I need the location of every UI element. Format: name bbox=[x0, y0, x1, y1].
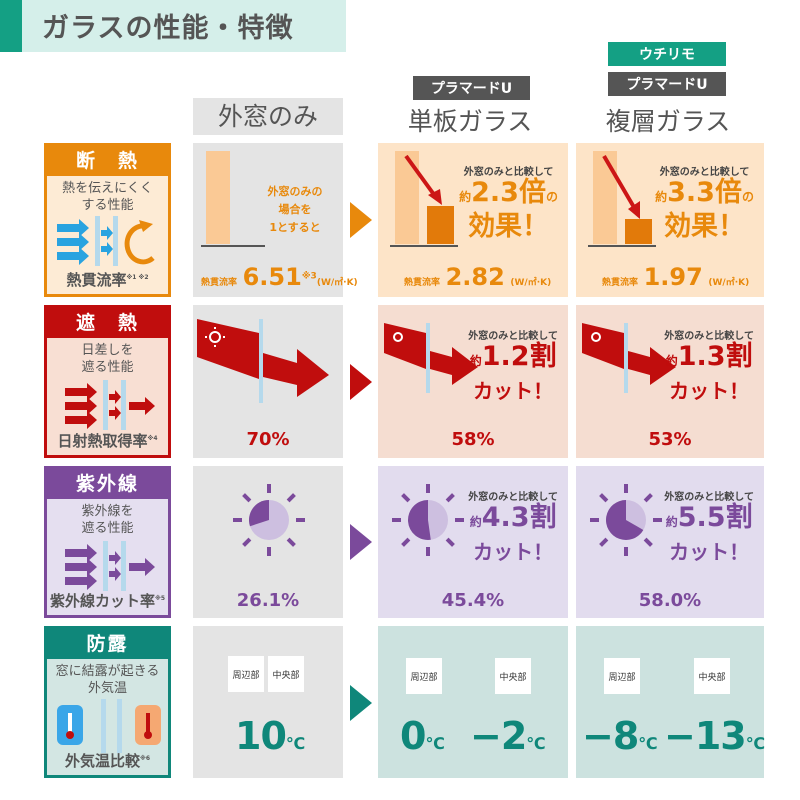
sun-ray bbox=[599, 493, 609, 503]
comparison-text: 外窓のみと比較して 約2.3倍の 効果！ bbox=[459, 167, 558, 242]
edge-label: 周辺部 bbox=[228, 656, 264, 692]
center-temperature: −13℃ bbox=[664, 714, 765, 758]
tag-uchirimo: ウチリモ bbox=[608, 42, 726, 66]
label-header: 断 熱 bbox=[47, 146, 168, 176]
sun-ray bbox=[643, 537, 653, 547]
sunlight-arrow-icon bbox=[582, 323, 676, 393]
uv-cut-value: 45.4% bbox=[441, 590, 505, 611]
red-arrows-icon bbox=[65, 380, 155, 430]
comparison-text: 外窓のみと比較して 約3.3倍の 効果！ bbox=[655, 167, 754, 242]
center-label: 中央部 bbox=[694, 658, 730, 694]
edge-temperature: 0℃ bbox=[400, 714, 445, 758]
label-footer: 紫外線カット率※5 bbox=[49, 592, 166, 610]
center-label: 中央部 bbox=[495, 658, 531, 694]
label-header: 防露 bbox=[47, 629, 168, 659]
center-temperature: −2℃ bbox=[470, 714, 546, 758]
arrow-right-icon bbox=[350, 364, 372, 400]
heat-outer-cell: 70% bbox=[193, 305, 343, 458]
sun-ray bbox=[242, 537, 252, 547]
baseline-note: 外窓のみの 場合を 1とすると bbox=[267, 185, 323, 234]
u-value: 熱貫流率 2.82 (W/㎡·K) bbox=[404, 263, 552, 291]
comparison-text: 外窓のみと比較して 約4.3割 カット！ bbox=[468, 492, 558, 564]
insulation-outer-cell: 外窓のみの 場合を 1とすると 熱貫流率 6.51※3(W/㎡·K) bbox=[193, 143, 358, 297]
uv-cut-fill bbox=[606, 500, 644, 540]
label-condensation: 防露 窓に結露が起きる 外気温 外気温比較※6 bbox=[44, 626, 171, 778]
label-desc: 紫外線を 遮る性能 bbox=[81, 504, 134, 536]
arrow-right-icon bbox=[350, 524, 372, 560]
column-outer-window: 外窓のみ bbox=[193, 98, 343, 135]
title-bar bbox=[22, 0, 346, 52]
temperature-value: 10℃ bbox=[235, 714, 305, 758]
dew-double-cell: 周辺部 中央部 −8℃ −13℃ bbox=[576, 626, 765, 778]
sun-ray bbox=[445, 537, 455, 547]
sun-ray bbox=[401, 537, 411, 547]
insulation-single-cell: 外窓のみと比較して 約2.3倍の 効果！ 熱貫流率 2.82 (W/㎡·K) bbox=[378, 143, 568, 297]
sun-uv-icon bbox=[392, 484, 464, 556]
sun-ray bbox=[401, 493, 411, 503]
uv-cut-value: 58.0% bbox=[638, 590, 702, 611]
uv-single-cell: 外窓のみと比較して 約4.3割 カット！ 45.4% bbox=[378, 466, 568, 618]
sunlight-arrow-icon bbox=[384, 323, 478, 393]
heat-flow-icon bbox=[57, 216, 155, 266]
label-header: 紫外線 bbox=[47, 469, 168, 499]
label-footer: 熱貫流率※1 ※2 bbox=[66, 271, 149, 289]
page-title: ガラスの性能・特徴 bbox=[42, 13, 294, 44]
label-desc: 窓に結露が起きる 外気温 bbox=[55, 664, 160, 696]
comparison-text: 外窓のみと比較して 約5.5割 カット！ bbox=[664, 492, 754, 564]
label-insulation: 断 熱 熱を伝えにくく する性能 熱貫流率※1 ※2 bbox=[44, 143, 171, 297]
tag-pramard-u: プラマードU bbox=[608, 72, 726, 96]
arrow-right-icon bbox=[350, 685, 372, 721]
insulation-double-cell: 外窓のみと比較して 約3.3倍の 効果！ 熱貫流率 1.97 (W/㎡·K) bbox=[576, 143, 764, 297]
label-footer: 日射熱取得率※4 bbox=[57, 432, 158, 450]
heat-gain-value: 58% bbox=[451, 429, 495, 450]
edge-label: 周辺部 bbox=[406, 658, 442, 694]
comparison-text: 外窓のみと比較して 約1.3割 カット！ bbox=[664, 331, 754, 403]
column-double-glass: 複層ガラス bbox=[605, 107, 731, 136]
sun-ray bbox=[599, 537, 609, 547]
label-footer: 外気温比較※6 bbox=[64, 752, 151, 770]
u-value: 熱貫流率 6.51※3(W/㎡·K) bbox=[201, 263, 358, 291]
bar-reduction-icon bbox=[390, 151, 458, 247]
sun-uv-icon bbox=[590, 484, 662, 556]
heat-gain-value: 70% bbox=[246, 429, 290, 450]
uv-outer-cell: 26.1% bbox=[193, 466, 343, 618]
edge-temperature: −8℃ bbox=[582, 714, 658, 758]
heat-gain-value: 53% bbox=[648, 429, 692, 450]
edge-label: 周辺部 bbox=[604, 658, 640, 694]
heat-single-cell: 外窓のみと比較して 約1.2割 カット！ 58% bbox=[378, 305, 568, 458]
u-value: 熱貫流率 1.97 (W/㎡·K) bbox=[602, 263, 750, 291]
label-desc: 熱を伝えにくく する性能 bbox=[62, 181, 153, 213]
tag-pramard-u: プラマードU bbox=[413, 76, 530, 100]
uv-double-cell: 外窓のみと比較して 約5.5割 カット！ 58.0% bbox=[576, 466, 764, 618]
sun-uv-icon bbox=[233, 484, 305, 556]
sun-ray bbox=[643, 493, 653, 503]
label-heat-shield: 遮 熱 日差しを 遮る性能 日射熱取得率※4 bbox=[44, 305, 171, 458]
bar-reduction-icon bbox=[588, 151, 656, 247]
sun-ray bbox=[286, 493, 296, 503]
comparison-text: 外窓のみと比較して 約1.2割 カット！ bbox=[468, 331, 558, 403]
dew-outer-cell: 周辺部 中央部 10℃ bbox=[193, 626, 343, 778]
uv-cut-fill bbox=[408, 500, 431, 540]
label-uv: 紫外線 紫外線を 遮る性能 紫外線カット率※5 bbox=[44, 466, 171, 618]
label-header: 遮 熱 bbox=[47, 308, 168, 338]
title-accent bbox=[0, 0, 22, 52]
bar-chart-icon bbox=[201, 151, 265, 247]
dew-single-cell: 周辺部 中央部 0℃ −2℃ bbox=[378, 626, 568, 778]
uv-cut-fill bbox=[249, 500, 269, 527]
sun-ray bbox=[286, 537, 296, 547]
arrow-right-icon bbox=[350, 202, 372, 238]
sun-ray bbox=[445, 493, 455, 503]
thermometer-icon bbox=[57, 699, 161, 753]
uv-cut-value: 26.1% bbox=[236, 590, 300, 611]
heat-double-cell: 外窓のみと比較して 約1.3割 カット！ 53% bbox=[576, 305, 764, 458]
center-label: 中央部 bbox=[268, 656, 304, 692]
sunlight-arrow-icon bbox=[197, 319, 329, 403]
sun-ray bbox=[242, 493, 252, 503]
label-desc: 日差しを 遮る性能 bbox=[81, 343, 134, 375]
column-single-glass: 単板ガラス bbox=[407, 107, 533, 136]
purple-arrows-icon bbox=[65, 541, 155, 591]
